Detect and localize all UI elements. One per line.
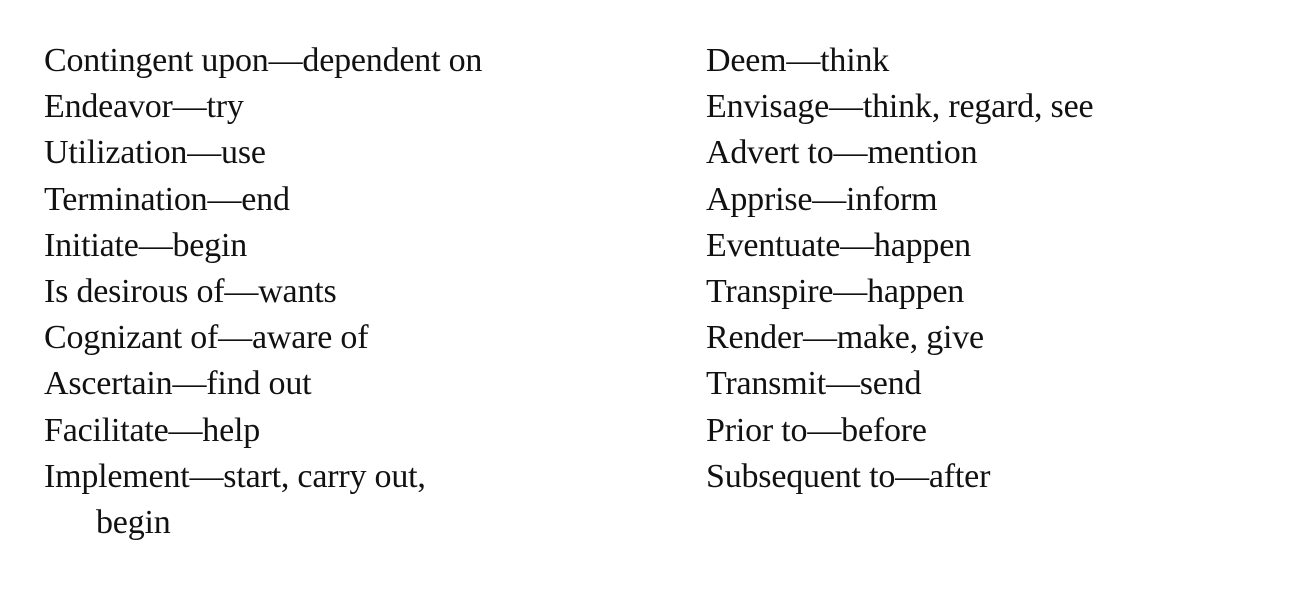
- list-item: Eventuate—happen: [706, 226, 971, 264]
- list-item: Render—make, give: [706, 319, 984, 357]
- list-item: Apprise—inform: [706, 180, 938, 218]
- list-item: Transpire—happen: [706, 273, 965, 311]
- list-item: Endeavor—try: [44, 88, 244, 126]
- right-column: Deem—think Envisage—think, regard, see A…: [706, 38, 1246, 546]
- list-item: Implement—start, carry out,: [44, 457, 426, 495]
- list-item: Ascertain—find out: [44, 365, 312, 403]
- list-item: Deem—think: [706, 42, 890, 79]
- list-item: Initiate—begin: [44, 226, 248, 264]
- list-item: Facilitate—help: [44, 411, 261, 449]
- left-column: Contingent upon—dependent on Endeavor—tr…: [44, 38, 706, 546]
- cut-off-text-line: [40, 0, 1280, 8]
- list-item: Cognizant of—aware of: [44, 319, 369, 357]
- list-item: Contingent upon—dependent on: [44, 42, 483, 79]
- word-list: Contingent upon—dependent on Endeavor—tr…: [44, 38, 1264, 546]
- list-item: Is desirous of—wants: [44, 273, 337, 311]
- list-item: Transmit—send: [706, 365, 922, 403]
- list-item: Subsequent to—after: [706, 457, 991, 495]
- list-item-continuation: begin: [96, 504, 171, 542]
- list-item: Advert to—mention: [706, 134, 978, 172]
- list-item: Termination—end: [44, 180, 290, 218]
- list-item: Utilization—use: [44, 134, 266, 172]
- list-item: Envisage—think, regard, see: [706, 88, 1094, 126]
- list-item: Prior to—before: [706, 411, 927, 449]
